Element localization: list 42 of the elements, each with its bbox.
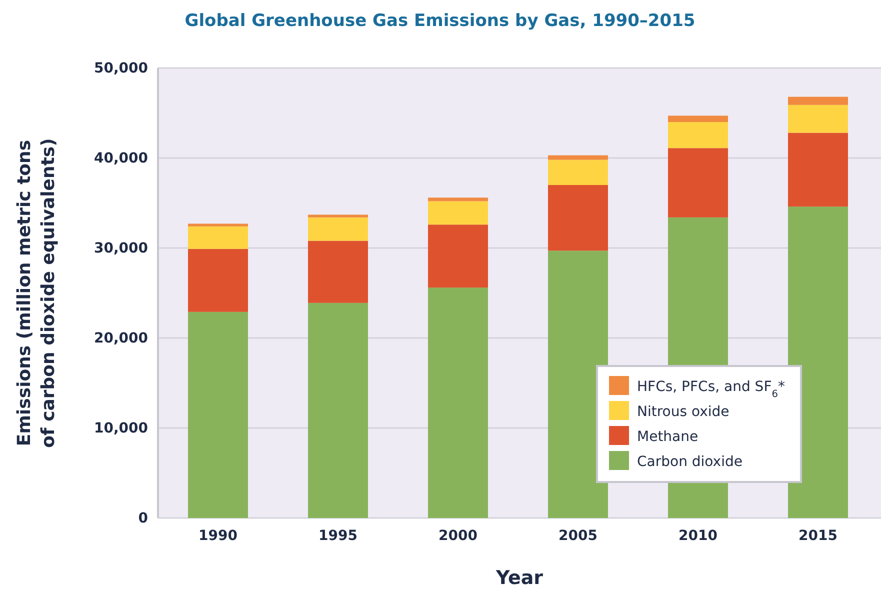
bar bbox=[188, 226, 248, 249]
x-tick-label: 1995 bbox=[318, 528, 358, 544]
bar bbox=[308, 240, 368, 303]
bar bbox=[788, 96, 848, 105]
legend-label: Methane bbox=[637, 429, 698, 445]
bar bbox=[188, 312, 248, 518]
bar bbox=[668, 148, 728, 218]
y-tick-label: 50,000 bbox=[94, 60, 148, 76]
bar bbox=[428, 224, 488, 288]
bar bbox=[788, 104, 848, 133]
y-tick-label: 0 bbox=[138, 510, 148, 526]
bar bbox=[428, 288, 488, 518]
bar bbox=[548, 185, 608, 251]
x-tick-label: 2005 bbox=[558, 528, 598, 544]
legend-label: Nitrous oxide bbox=[637, 404, 730, 420]
x-tick-label: 1990 bbox=[198, 528, 238, 544]
x-tick-label: 2015 bbox=[798, 528, 838, 544]
bar bbox=[188, 224, 248, 226]
y-axis-title: Emissions (million metric tons of carbon dioxide equivalents) bbox=[14, 138, 59, 448]
y-tick-label: 10,000 bbox=[94, 420, 148, 436]
bar bbox=[188, 248, 248, 312]
y-tick-label: 40,000 bbox=[94, 150, 148, 166]
bar bbox=[548, 250, 608, 518]
chart-title: Global Greenhouse Gas Emissions by Gas, 1990–2015 bbox=[184, 11, 696, 31]
bar bbox=[428, 198, 488, 202]
x-tick-label: 2010 bbox=[678, 528, 718, 544]
bar bbox=[668, 122, 728, 148]
legend-label: Carbon dioxide bbox=[637, 454, 742, 470]
bar bbox=[308, 217, 368, 241]
y-tick-label: 20,000 bbox=[94, 330, 148, 346]
x-tick-label: 2000 bbox=[438, 528, 478, 544]
bar bbox=[788, 206, 848, 518]
bar bbox=[308, 214, 368, 218]
bar bbox=[428, 201, 488, 225]
bar bbox=[308, 302, 368, 518]
legend-label: HFCs, PFCs, and SF$_{6}$* bbox=[637, 379, 785, 400]
x-axis-title: Year bbox=[494, 567, 544, 589]
bar bbox=[788, 132, 848, 207]
bar bbox=[548, 160, 608, 185]
bar bbox=[548, 155, 608, 160]
bar bbox=[668, 116, 728, 122]
y-tick-label: 30,000 bbox=[94, 240, 148, 256]
